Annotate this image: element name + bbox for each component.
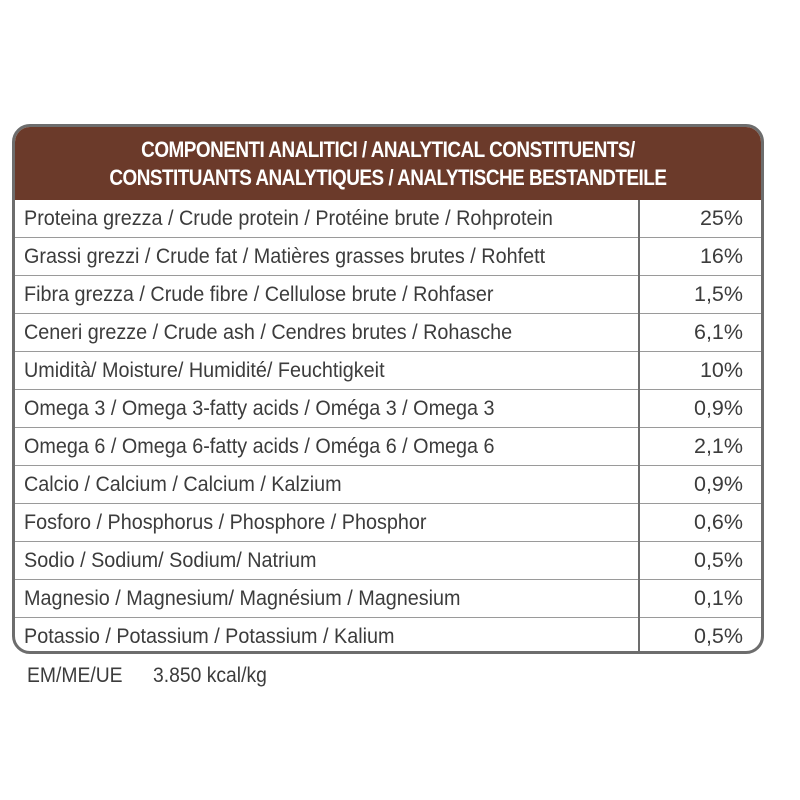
energy-statement: EM/ME/UE 3.850 kcal/kg [27,664,277,688]
row-value: 25% [699,206,743,230]
analytical-constituents-table: COMPONENTI ANALITICI / ANALYTICAL CONSTI… [12,124,764,654]
row-label: Omega 3 / Omega 3-fatty acids / Oméga 3 … [15,389,640,428]
table-row: Potassio / Potassium / Potassium / Kaliu… [15,617,761,651]
table-row: Omega 6 / Omega 6-fatty acids / Oméga 6 … [15,427,761,466]
header-line-1: COMPONENTI ANALITICI / ANALYTICAL CONSTI… [141,136,635,162]
row-value: 0,9% [639,465,761,504]
table-row: Fosforo / Phosphorus / Phosphore / Phosp… [15,503,761,542]
row-value: 0,9% [639,389,761,428]
row-value: 1,5% [639,275,761,314]
row-value: 0,5% [639,541,761,580]
table-row: Proteina grezza / Crude protein / Protéi… [15,200,761,238]
table-row: Grassi grezzi / Crude fat / Matières gra… [15,237,761,276]
table-row: Ceneri grezze / Crude ash / Cendres brut… [15,313,761,352]
row-label: Fibra grezza / Crude fibre / Cellulose b… [15,275,640,314]
row-label: Grassi grezzi / Crude fat / Matières gra… [15,237,640,276]
table-row: Umidità/ Moisture/ Humidité/ Feuchtigkei… [15,351,761,390]
table-row: Magnesio / Magnesium/ Magnésium / Magnes… [15,579,761,618]
table-header: COMPONENTI ANALITICI / ANALYTICAL CONSTI… [15,127,761,200]
row-label: Omega 6 / Omega 6-fatty acids / Oméga 6 … [15,427,640,466]
energy-label: EM/ME/UE [27,664,123,687]
row-label: Potassio / Potassium / Potassium / Kaliu… [15,617,640,651]
row-label: Sodio / Sodium/ Sodium/ Natrium [15,541,640,580]
row-value: 10% [639,351,761,390]
row-value: 2,1% [639,427,761,466]
row-value: 6,1% [639,313,761,352]
row-label: Magnesio / Magnesium/ Magnésium / Magnes… [15,579,640,618]
row-label: Ceneri grezze / Crude ash / Cendres brut… [15,313,640,352]
header-line-2: CONSTITUANTS ANALYTIQUES / ANALYTISCHE B… [109,164,667,190]
constituents-rows: Proteina grezza / Crude protein / Protéi… [15,200,761,651]
energy-value: 3.850 kcal/kg [152,664,267,687]
row-value: 0,1% [639,579,761,618]
row-value: 0,6% [639,503,761,542]
row-label: Proteina grezza / Crude protein / Protéi… [15,200,640,238]
row-label: Calcio / Calcium / Calcium / Kalzium [15,465,640,504]
table-row: Calcio / Calcium / Calcium / Kalzium 0,9… [15,465,761,504]
row-value: 0,5% [639,617,761,651]
table-row: Omega 3 / Omega 3-fatty acids / Oméga 3 … [15,389,761,428]
table-row: Sodio / Sodium/ Sodium/ Natrium 0,5% [15,541,761,580]
table-row: Fibra grezza / Crude fibre / Cellulose b… [15,275,761,314]
row-label: Umidità/ Moisture/ Humidité/ Feuchtigkei… [15,351,640,390]
row-value: 16% [639,237,761,276]
row-label: Fosforo / Phosphorus / Phosphore / Phosp… [15,503,640,542]
